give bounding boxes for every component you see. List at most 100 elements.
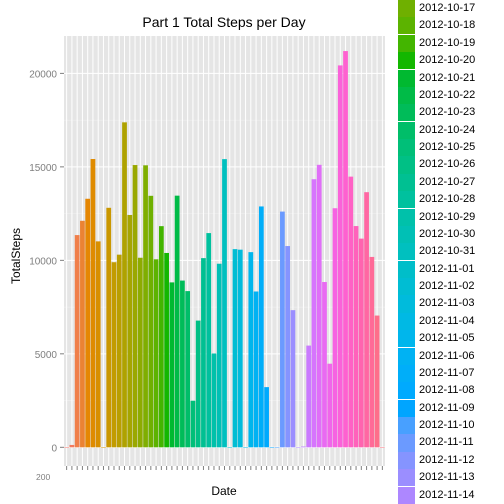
bar-2012-10-13: [127, 214, 133, 448]
legend-label: 2012-11-11: [419, 436, 474, 449]
legend-label: 2012-10-28: [419, 193, 476, 206]
legend-key: [398, 225, 415, 244]
legend-key: [398, 86, 415, 104]
legend-item: 2012-10-20: [398, 52, 504, 70]
bar-2012-11-10: [274, 447, 280, 448]
bar-2012-11-17: [311, 179, 317, 448]
legend-item: 2012-11-05: [398, 330, 504, 348]
legend-key: [398, 34, 415, 52]
bar-2012-10-26: [195, 320, 201, 448]
bar-2012-11-15: [301, 446, 306, 448]
legend-key: [398, 52, 415, 70]
legend-item: 2012-11-12: [398, 451, 504, 469]
y-axis-label: TotalSteps: [9, 228, 23, 284]
bar-2012-10-27: [201, 258, 206, 448]
legend-item: 2012-11-07: [398, 364, 504, 383]
bar-2012-11-18: [316, 164, 322, 448]
legend-key: [398, 451, 415, 469]
legend-label: 2012-11-12: [419, 453, 475, 466]
legend-item: 2012-10-28: [398, 191, 504, 209]
bar-2012-10-11: [116, 254, 122, 448]
bar-2012-10-12: [122, 122, 127, 448]
legend-label: 2012-11-13: [419, 471, 475, 484]
legend-item: 2012-11-02: [398, 278, 504, 296]
bar-2012-10-01: [64, 447, 69, 448]
legend-item: 2012-11-14: [398, 486, 504, 504]
legend-item: 2012-10-21: [398, 69, 504, 87]
chart-title: Part 1 Total Steps per Day: [142, 14, 305, 30]
bar-2012-10-03: [74, 235, 80, 448]
bar-2012-11-22: [337, 65, 343, 448]
legend-label: 2012-10-18: [419, 19, 476, 32]
y-tick-label: 0: [51, 443, 57, 454]
bar-2012-10-30: [216, 263, 222, 448]
bar-2012-10-08: [101, 447, 106, 448]
bar-2012-10-18: [153, 259, 159, 448]
legend-label: 2012-11-02: [419, 280, 475, 293]
bar-2012-11-06: [253, 291, 259, 448]
bar-2012-10-17: [148, 195, 154, 448]
bar-2012-11-27: [364, 192, 369, 448]
bar-2012-10-14: [132, 165, 138, 448]
y-tick-label: 5000: [35, 350, 58, 361]
legend-label: 2012-11-07: [419, 366, 475, 379]
bar-2012-10-25: [190, 400, 196, 448]
legend-label: 2012-10-17: [419, 2, 476, 14]
legend-key: [398, 382, 415, 400]
legend-key: [398, 0, 415, 18]
legend-key: [398, 260, 415, 278]
legend-item: 2012-11-09: [398, 399, 504, 417]
bar-2012-10-22: [174, 195, 180, 448]
legend-key: [398, 17, 415, 35]
legend-item: 2012-10-29: [398, 208, 504, 226]
legend-item: 2012-11-03: [398, 295, 504, 313]
bar-2012-10-15: [137, 257, 143, 448]
bar-2012-11-03: [237, 249, 243, 448]
bar-2012-11-19: [322, 282, 327, 448]
bar-2012-11-07: [258, 206, 264, 448]
legend-item: 2012-10-22: [398, 86, 504, 104]
legend-label: 2012-11-04: [419, 314, 475, 327]
legend-key: [398, 434, 415, 452]
legend-label: 2012-10-24: [419, 123, 476, 136]
legend-key: [398, 104, 415, 122]
y-tick-label: 10000: [29, 256, 57, 267]
bar-2012-11-09: [269, 447, 275, 448]
legend-key: [398, 69, 415, 87]
y-tick-label: 15000: [29, 163, 57, 174]
bar-2012-11-14: [295, 447, 301, 448]
legend-label: 2012-10-20: [419, 54, 476, 67]
legend-key: [398, 486, 415, 504]
bar-2012-10-29: [211, 353, 217, 448]
legend-label: 2012-10-26: [419, 158, 476, 171]
legend-label: 2012-10-25: [419, 141, 476, 154]
legend-item: 2012-10-25: [398, 139, 504, 157]
bar-2012-11-04: [243, 447, 248, 448]
legend-key: [398, 399, 415, 417]
bar-2012-10-20: [164, 252, 169, 448]
bar-2012-10-21: [169, 282, 175, 448]
bar-2012-11-11: [280, 211, 285, 448]
legend-key: [398, 417, 415, 435]
legend-item: 2012-11-08: [398, 382, 504, 400]
bar-2012-11-21: [332, 208, 338, 448]
bar-2012-11-01: [227, 447, 233, 448]
legend-item: 2012-11-01: [398, 260, 504, 278]
bar-2012-10-09: [106, 207, 112, 448]
legend-label: 2012-11-03: [419, 297, 475, 310]
legend-key: [398, 191, 415, 209]
bar-2012-10-05: [85, 198, 91, 448]
y-tick-label: 20000: [29, 69, 57, 80]
bar-2012-11-05: [248, 252, 254, 448]
bar-2012-11-20: [327, 363, 333, 448]
legend-key: [398, 139, 415, 157]
legend: 2012-10-17 2012-10-18 2012-10-19 2012-10-20…: [398, 0, 504, 504]
bar-2012-10-02: [69, 444, 75, 448]
bar-2012-11-29: [374, 315, 380, 448]
legend-item: 2012-11-11: [398, 434, 504, 452]
legend-label: 2012-10-23: [419, 106, 476, 119]
legend-label: 2012-11-08: [419, 384, 475, 397]
legend-key: [398, 469, 415, 487]
legend-item: 2012-10-24: [398, 121, 504, 139]
